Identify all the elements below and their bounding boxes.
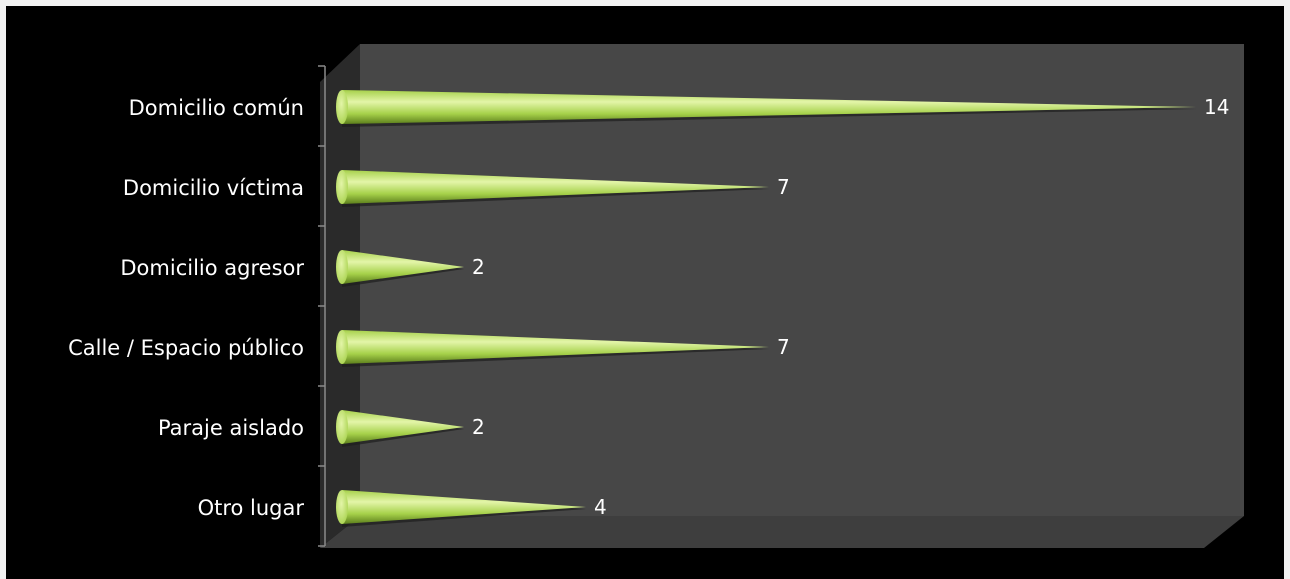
category-label: Domicilio común [129,96,304,120]
plot-floor [320,516,1244,548]
bar [336,90,1196,127]
category-label: Calle / Espacio público [68,336,304,360]
category-label: Domicilio víctima [123,176,304,200]
bar [336,250,464,287]
bar-cone [342,90,1196,124]
value-label: 7 [777,335,790,359]
value-label: 2 [472,255,485,279]
bar-base [336,410,348,444]
bar [336,330,769,367]
bar-base [336,490,348,524]
category-label: Otro lugar [198,496,305,520]
value-label: 4 [594,495,607,519]
bar-base [336,90,348,124]
bar-cone [342,410,464,444]
bar-cone [342,330,769,364]
bar-base [336,330,348,364]
bar-cone [342,250,464,284]
bar-cone [342,490,586,524]
bar-base [336,250,348,284]
chart: Domicilio común 14 Domicilio víctima 7 Domic… [68,44,1244,548]
category-label: Paraje aislado [158,416,304,440]
bar-cone [342,170,769,204]
plot-back-wall [360,44,1244,516]
category-label: Domicilio agresor [120,256,304,280]
bar-base [336,170,348,204]
value-label: 2 [472,415,485,439]
value-label: 7 [777,175,790,199]
value-label: 14 [1204,95,1229,119]
bar [336,490,586,527]
chart-frame: Domicilio común 14 Domicilio víctima 7 Domic… [6,6,1284,579]
bar [336,410,464,447]
bar [336,170,769,207]
